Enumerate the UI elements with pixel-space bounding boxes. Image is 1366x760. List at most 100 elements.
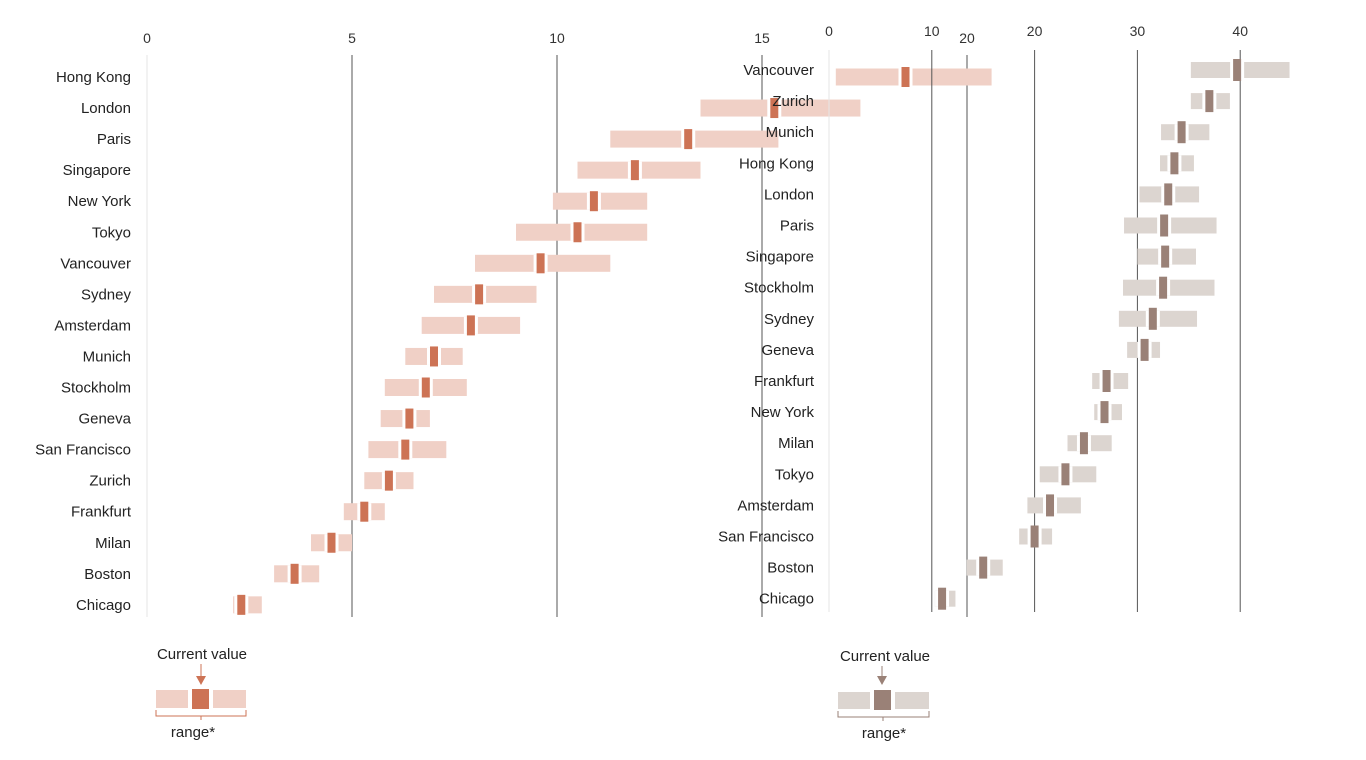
left-current-marker	[901, 67, 910, 87]
right-legend-range-bracket	[837, 711, 930, 721]
left-current-marker	[401, 439, 410, 460]
left-category-label: Vancouver	[60, 255, 131, 272]
left-current-marker	[466, 315, 475, 336]
left-current-marker	[536, 253, 545, 274]
right-current-marker	[1164, 183, 1173, 206]
left-category-label: Stockholm	[61, 380, 131, 397]
right-category-label: Munich	[766, 124, 814, 141]
right-category-label: Singapore	[746, 249, 814, 266]
right-category-label: Sydney	[764, 311, 815, 328]
left-category-label: Chicago	[76, 597, 131, 614]
left-x-tick-label: 20	[959, 30, 975, 46]
right-x-tick-label: 0	[825, 23, 833, 39]
left-category-label: San Francisco	[35, 442, 131, 459]
right-category-label: Amsterdam	[737, 497, 814, 514]
right-current-marker	[1160, 214, 1169, 237]
right-category-label: London	[764, 186, 814, 203]
right-category-label: Zurich	[772, 93, 814, 110]
left-current-marker	[327, 532, 336, 553]
right-category-label: Frankfurt	[754, 373, 815, 390]
right-current-marker	[938, 587, 947, 610]
right-category-label: Stockholm	[744, 280, 814, 297]
left-category-label: London	[81, 100, 131, 117]
left-legend-current-label: Current value	[157, 646, 247, 663]
right-category-label: Hong Kong	[739, 155, 814, 172]
right-current-marker	[1177, 121, 1186, 144]
left-current-marker	[384, 470, 393, 491]
left-legend-range-label: range*	[171, 724, 215, 741]
left-category-label: Sydney	[81, 286, 132, 303]
left-legend-range-bracket	[155, 710, 247, 720]
right-legend-arrow-icon	[877, 676, 887, 685]
left-category-label: Frankfurt	[71, 504, 132, 521]
left-current-marker	[475, 284, 484, 305]
right-category-label: Geneva	[761, 342, 814, 359]
left-x-tick-label: 10	[549, 30, 565, 46]
left-category-label: Boston	[84, 566, 131, 583]
right-x-tick-label: 40	[1232, 23, 1248, 39]
left-current-marker	[630, 160, 639, 181]
left-legend-range-right	[213, 690, 246, 708]
left-current-marker	[405, 408, 414, 429]
left-category-label: Amsterdam	[54, 317, 131, 334]
left-x-tick-label: 15	[754, 30, 770, 46]
left-category-label: Zurich	[89, 473, 131, 490]
right-legend-range-label: range*	[862, 725, 906, 742]
left-current-marker	[237, 594, 246, 615]
right-current-marker	[1159, 276, 1168, 299]
right-current-marker	[1046, 494, 1055, 517]
left-category-label: New York	[68, 193, 132, 210]
left-current-marker	[360, 501, 369, 522]
right-legend: Current value range*	[837, 648, 930, 742]
left-range-chart: 0 5 10 15 20 Hong Kong London Paris Singapore New…	[35, 30, 992, 617]
right-category-label: Paris	[780, 218, 814, 235]
left-category-label: Singapore	[63, 162, 131, 179]
left-range-bar	[835, 68, 992, 86]
left-legend: Current value range*	[155, 646, 247, 741]
right-current-marker	[1102, 370, 1111, 392]
right-current-marker	[1148, 307, 1157, 330]
right-category-label: New York	[751, 404, 815, 421]
left-current-marker	[684, 129, 693, 150]
left-x-tick-label: 0	[143, 30, 151, 46]
left-x-tick-label: 5	[348, 30, 356, 46]
right-current-marker	[1140, 338, 1149, 361]
right-current-marker	[1061, 463, 1070, 486]
right-current-marker	[1161, 245, 1170, 268]
right-category-label: Chicago	[759, 591, 814, 608]
left-category-label: Tokyo	[92, 224, 131, 241]
right-legend-range-left	[838, 692, 870, 709]
left-current-marker	[290, 563, 299, 584]
right-category-label: Tokyo	[775, 466, 814, 483]
right-range-chart: 0 10 20 30 40 Vancouver Zurich Munich Hong Kong L…	[718, 23, 1290, 612]
left-current-marker	[770, 98, 779, 119]
right-x-tick-label: 30	[1130, 23, 1146, 39]
left-legend-arrow-icon	[196, 676, 206, 685]
right-current-marker	[1079, 432, 1088, 455]
right-legend-range-right	[895, 692, 929, 709]
left-current-marker	[421, 377, 430, 398]
left-current-marker	[430, 346, 438, 367]
right-current-marker	[979, 556, 988, 579]
right-legend-current-label: Current value	[840, 648, 930, 665]
left-category-label: Hong Kong	[56, 69, 131, 86]
right-current-marker	[1100, 401, 1109, 424]
right-legend-current-marker	[874, 690, 891, 710]
left-category-label: Milan	[95, 535, 131, 552]
left-category-label: Paris	[97, 131, 131, 148]
left-category-label: Geneva	[78, 411, 131, 428]
right-current-marker	[1170, 152, 1179, 175]
left-legend-range-left	[156, 690, 188, 708]
right-x-tick-label: 10	[924, 23, 940, 39]
right-category-label: Boston	[767, 560, 814, 577]
right-current-marker	[1030, 525, 1039, 548]
right-category-label: Milan	[778, 435, 814, 452]
right-category-label: Vancouver	[743, 62, 814, 79]
left-category-label: Munich	[83, 348, 131, 365]
left-legend-current-marker	[192, 689, 209, 709]
left-current-marker	[573, 222, 582, 243]
right-category-label: San Francisco	[718, 529, 814, 546]
left-current-marker	[589, 191, 598, 212]
right-current-marker	[1233, 59, 1242, 81]
